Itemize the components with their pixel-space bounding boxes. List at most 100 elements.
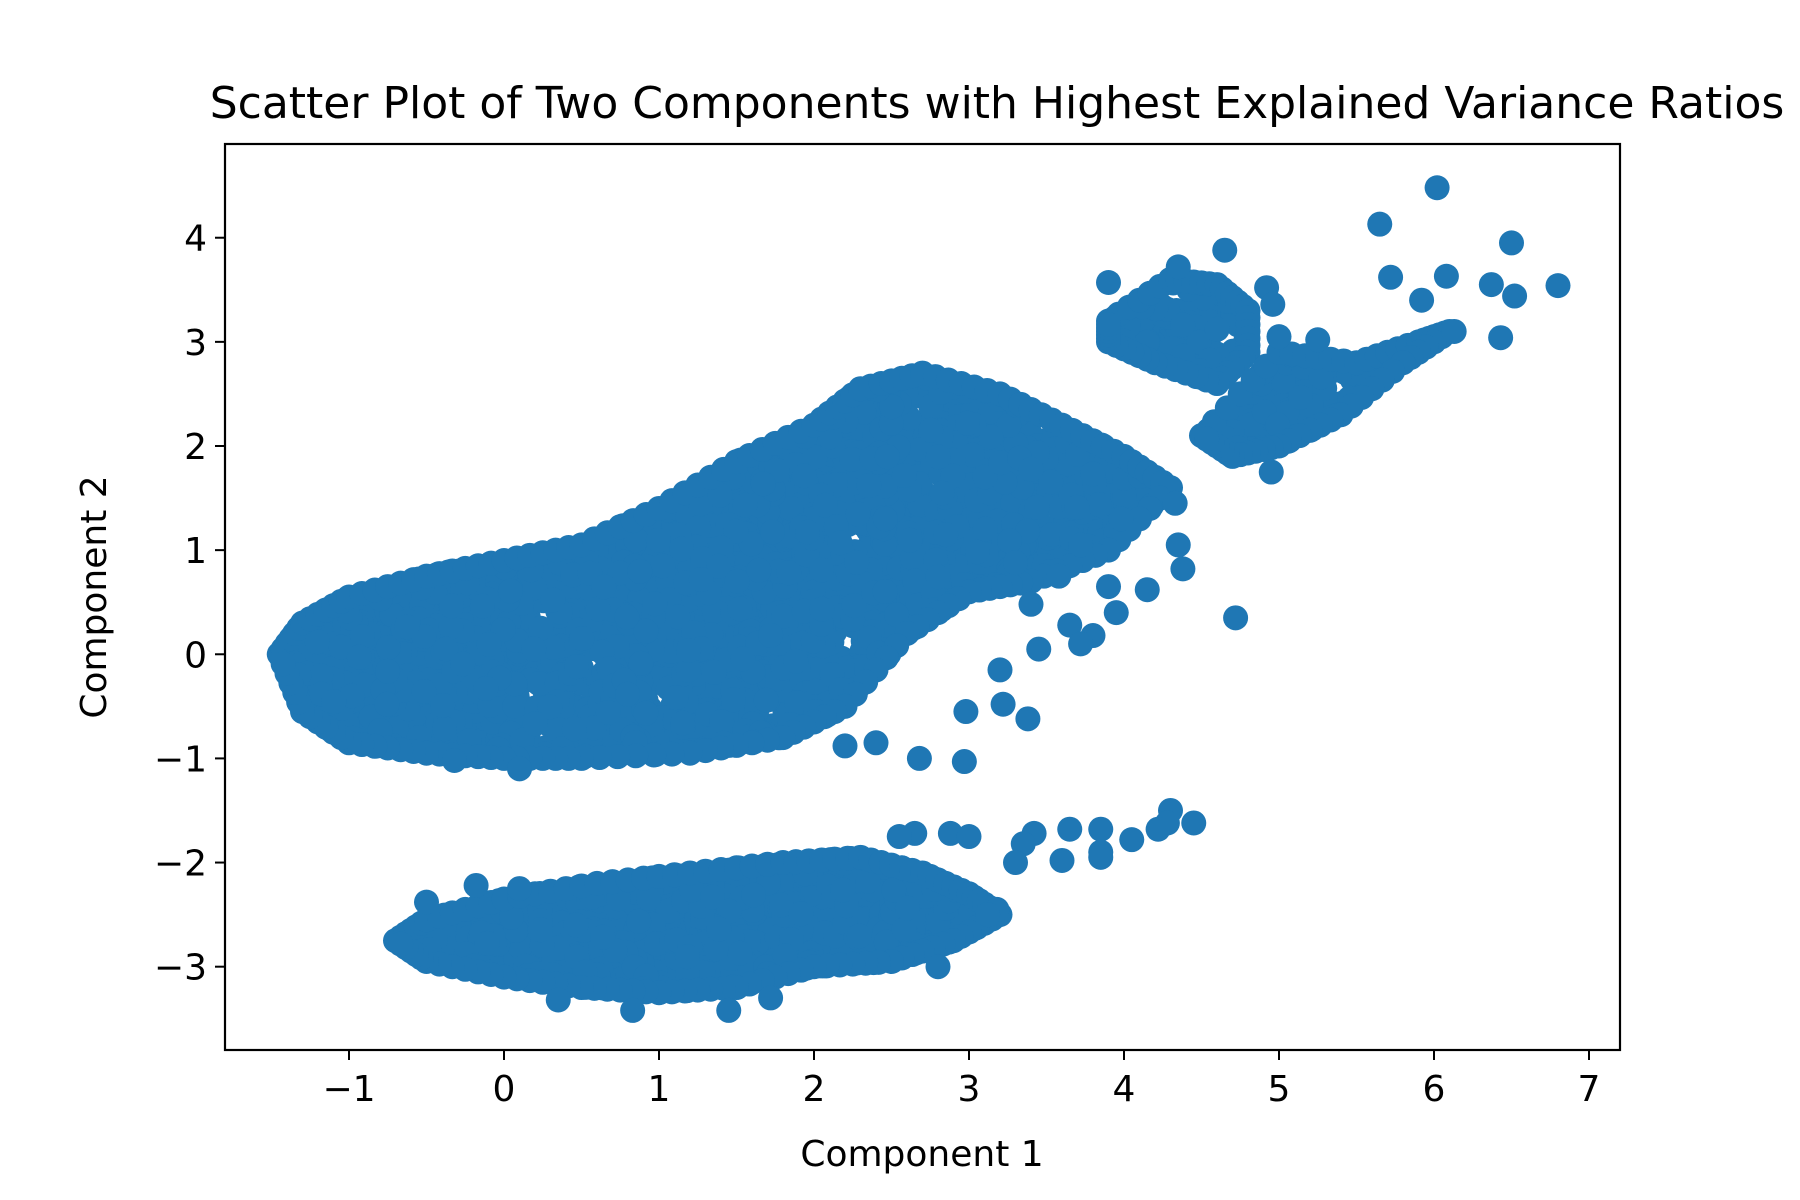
- data-point: [1502, 283, 1528, 309]
- data-point: [701, 659, 727, 685]
- data-point: [1378, 264, 1404, 290]
- data-point: [1018, 591, 1044, 617]
- data-point: [590, 924, 616, 950]
- data-point: [1112, 483, 1138, 509]
- data-point: [996, 528, 1022, 554]
- x-tick-label: 7: [1578, 1069, 1601, 1110]
- y-tick-label: −2: [154, 844, 207, 885]
- data-point: [706, 916, 732, 942]
- data-point: [1488, 325, 1514, 351]
- data-point: [595, 699, 621, 725]
- data-point: [522, 711, 548, 737]
- data-point: [414, 889, 439, 915]
- data-point: [699, 884, 725, 910]
- data-point: [990, 691, 1016, 717]
- data-point: [841, 593, 867, 619]
- x-tick-label: 4: [1113, 1069, 1136, 1110]
- data-point: [374, 691, 400, 717]
- data-point: [1018, 456, 1044, 482]
- y-tick-label: 2: [184, 427, 207, 468]
- data-point: [670, 710, 696, 736]
- data-point: [1204, 316, 1230, 342]
- data-point: [788, 901, 814, 927]
- data-point: [1170, 556, 1196, 582]
- chart-title: Scatter Plot of Two Components with High…: [210, 78, 1785, 129]
- data-point: [1096, 312, 1121, 338]
- data-point: [1441, 318, 1467, 344]
- data-point: [677, 740, 703, 766]
- data-point: [676, 637, 702, 663]
- data-point: [1223, 605, 1249, 631]
- data-point: [925, 954, 951, 980]
- data-point: [925, 564, 951, 590]
- data-point: [724, 568, 750, 594]
- data-point: [431, 716, 457, 742]
- data-point: [1038, 469, 1064, 495]
- data-point: [1258, 459, 1284, 485]
- data-point: [1266, 324, 1292, 350]
- data-point: [321, 689, 347, 715]
- data-point: [703, 936, 729, 962]
- data-point: [1010, 831, 1036, 857]
- data-point: [308, 663, 334, 689]
- data-point: [1409, 287, 1435, 313]
- data-point: [732, 492, 758, 518]
- data-point: [564, 654, 590, 680]
- data-point: [411, 679, 437, 705]
- data-point: [1170, 312, 1196, 338]
- data-point: [1165, 532, 1191, 558]
- x-tick-label: 5: [1268, 1069, 1291, 1110]
- data-point: [463, 872, 489, 898]
- data-point: [1086, 492, 1112, 518]
- data-point: [906, 745, 932, 771]
- data-point: [964, 539, 990, 565]
- data-point: [809, 596, 835, 622]
- data-point: [665, 604, 691, 630]
- data-point: [886, 824, 912, 850]
- data-point: [1057, 816, 1083, 842]
- data-point: [933, 522, 959, 548]
- data-point: [476, 631, 502, 657]
- data-point: [723, 518, 749, 544]
- data-point: [1096, 270, 1121, 296]
- data-point: [430, 692, 456, 718]
- data-point: [346, 644, 372, 670]
- data-point: [527, 917, 553, 943]
- data-point: [925, 444, 951, 470]
- data-point: [727, 596, 753, 622]
- data-point: [642, 591, 668, 617]
- data-point: [375, 658, 401, 684]
- data-point: [1064, 494, 1090, 520]
- data-point: [1194, 426, 1220, 452]
- data-point: [1057, 612, 1083, 638]
- data-point: [645, 527, 671, 553]
- data-point: [388, 931, 414, 957]
- data-point: [855, 868, 881, 894]
- data-point: [897, 527, 923, 553]
- data-point: [809, 557, 835, 583]
- data-point: [988, 450, 1014, 476]
- data-point: [614, 604, 640, 630]
- data-point: [507, 756, 532, 782]
- data-point: [758, 622, 784, 648]
- data-point: [620, 997, 646, 1023]
- data-point: [627, 558, 653, 584]
- data-point: [768, 892, 794, 918]
- data-point: [730, 646, 756, 672]
- data-point: [953, 699, 979, 725]
- data-point: [795, 519, 821, 545]
- data-point: [473, 675, 499, 701]
- data-point: [628, 650, 654, 676]
- data-point: [626, 908, 652, 934]
- x-tick-label: −1: [322, 1069, 375, 1110]
- data-point: [569, 626, 595, 652]
- data-point: [812, 492, 838, 518]
- x-tick-label: 0: [493, 1069, 516, 1110]
- data-point: [528, 615, 554, 641]
- data-point: [1181, 810, 1207, 836]
- data-point: [1039, 522, 1065, 548]
- data-point: [686, 515, 712, 541]
- data-point: [1026, 636, 1052, 662]
- plot-frame: [223, 142, 1622, 1052]
- data-point: [663, 685, 689, 711]
